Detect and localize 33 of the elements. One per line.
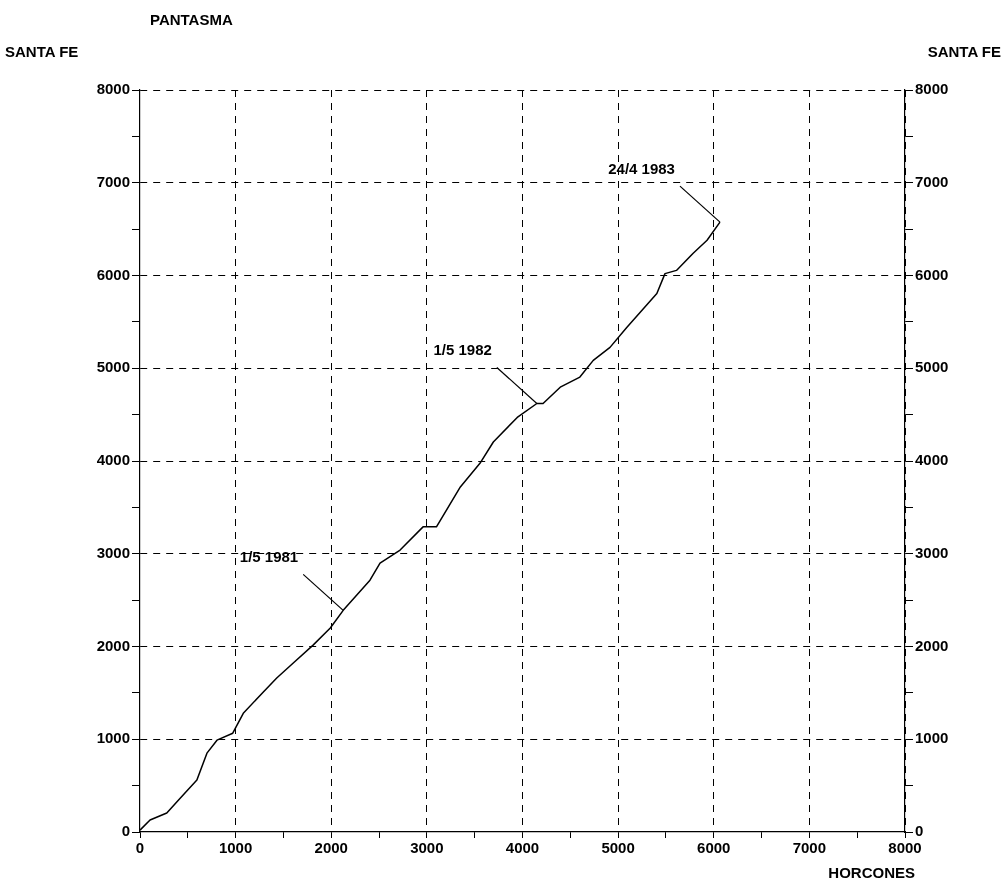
x-tick-label: 3000 <box>410 839 444 857</box>
y-tick-label: 2000 <box>96 636 130 654</box>
y-tick-label: 7000 <box>96 172 130 190</box>
y-axis-title: SANTA FE <box>5 42 79 60</box>
annotation: 24/4 1983 <box>608 159 675 177</box>
x-tick-label: 7000 <box>792 839 827 857</box>
y2-tick-label: 3000 <box>915 543 949 561</box>
x-tick-label: 5000 <box>601 839 635 857</box>
y2-tick-label: 7000 <box>915 172 949 190</box>
y-tick-label: 5000 <box>96 358 130 376</box>
y-tick-label: 1000 <box>96 729 130 747</box>
y2-tick-label: 0 <box>915 822 924 840</box>
x-tick-label: 6000 <box>697 839 731 857</box>
x-tick-label: 4000 <box>505 839 540 857</box>
y-tick-label: 3000 <box>96 543 130 561</box>
x-tick-label: 2000 <box>314 839 348 857</box>
y2-tick-label: 4000 <box>915 451 949 469</box>
annotation: 1/5 1982 <box>433 341 492 359</box>
y-tick-label: 4000 <box>96 451 130 469</box>
y2-tick-label: 1000 <box>915 729 949 747</box>
x-tick-label: 8000 <box>888 839 922 857</box>
y2-tick-label: 5000 <box>915 358 949 376</box>
x-tick-label: 0 <box>135 839 145 857</box>
chart-title: PANTASMA <box>150 11 233 29</box>
y2-tick-label: 6000 <box>915 265 949 283</box>
y2-tick-label: 8000 <box>915 80 949 98</box>
y-tick-label: 6000 <box>96 265 130 283</box>
y-tick-label: 0 <box>121 822 130 840</box>
x-axis-title: HORCONES <box>828 863 915 881</box>
x-tick-label: 1000 <box>218 839 253 857</box>
y2-axis-title: SANTA FE <box>927 42 1001 60</box>
y-tick-label: 8000 <box>96 80 130 98</box>
y2-tick-label: 2000 <box>915 636 949 654</box>
